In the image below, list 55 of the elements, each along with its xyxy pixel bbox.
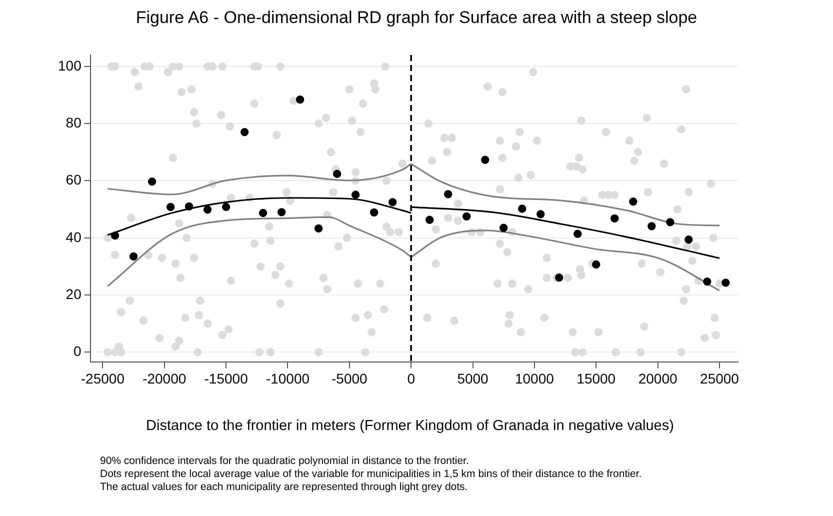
point (296, 95, 304, 104)
point (536, 210, 545, 218)
x-tick-label: -15000 (204, 370, 248, 386)
x-tick-label: 20000 (638, 370, 678, 386)
point (500, 224, 508, 232)
point (722, 278, 730, 287)
point (610, 214, 619, 223)
point (351, 190, 360, 199)
point (592, 260, 600, 269)
point (110, 232, 120, 240)
point (240, 128, 249, 136)
x-tick-label: 0 (407, 370, 416, 386)
point (481, 156, 490, 164)
y-tick-label: 40 (66, 228, 82, 245)
x-tick-label: -20000 (142, 370, 186, 386)
x-tick-label: 5000 (457, 370, 489, 386)
y-tick-label: 20 (66, 286, 82, 302)
x-axis-title: Distance to the frontier in meters (Former Kingdom of Granada in negative values) (145, 418, 675, 434)
point (129, 252, 138, 261)
text: 90% confidence intervals for the quadratic polynomial in distance to the frontier. (100, 455, 470, 468)
point (574, 230, 582, 238)
x-tick-label: -10000 (266, 370, 310, 386)
y-tick-label: 80 (66, 114, 82, 130)
point (184, 202, 194, 211)
y-tick-label: 0 (74, 343, 82, 360)
text: The actual values for each municipality are represented through light grey dots. (100, 481, 469, 494)
x-tick-label: 10000 (514, 370, 554, 386)
point (277, 208, 286, 216)
point (314, 224, 323, 233)
text: Dots represent the local average value of the variable for municipalities in 1,5 km bins of their distance to the frontier. (100, 468, 642, 481)
x-tick-label: 15000 (576, 370, 616, 386)
point (148, 177, 156, 186)
point (166, 202, 175, 212)
point (444, 190, 452, 198)
point (703, 278, 712, 286)
point (222, 202, 230, 212)
chart-title: Figure A6 - One-dimensional RD graph for Surface area with a steep slope (134, 8, 698, 28)
point (370, 208, 378, 217)
point (648, 222, 656, 230)
point (518, 204, 526, 213)
point (684, 236, 693, 244)
point (426, 216, 434, 224)
point (555, 274, 564, 282)
point (388, 198, 397, 206)
x-tick-label: -25000 (80, 370, 125, 386)
x-tick-label: -5000 (332, 370, 368, 386)
x-tick-label: 25000 (700, 370, 740, 386)
point (629, 198, 638, 206)
point (666, 218, 674, 226)
point (332, 170, 342, 178)
point (203, 206, 212, 214)
point (258, 208, 268, 218)
y-tick-label: 100 (58, 57, 82, 74)
y-tick-label: 60 (66, 172, 82, 188)
point (462, 212, 471, 221)
